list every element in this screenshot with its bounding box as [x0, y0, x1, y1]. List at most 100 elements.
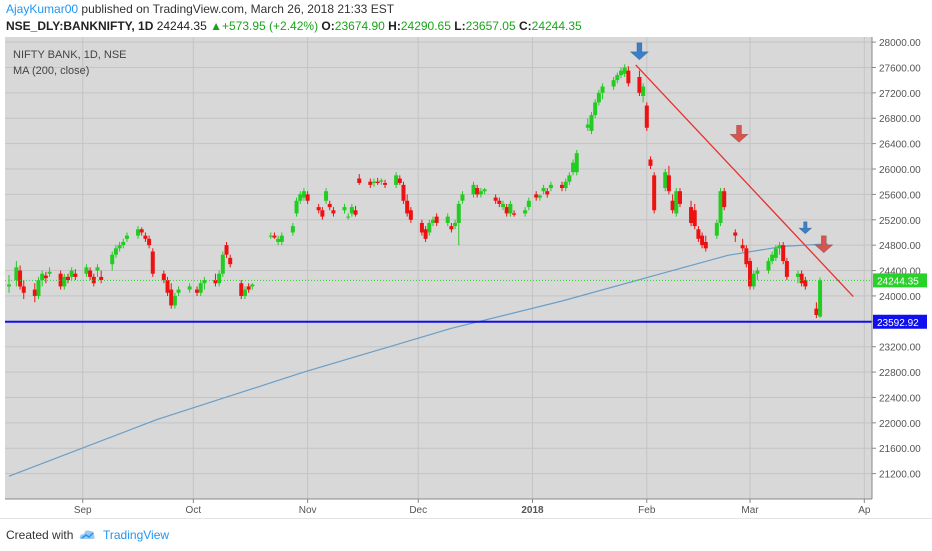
candle-body — [523, 210, 528, 214]
candle — [342, 203, 347, 214]
candle — [139, 227, 144, 236]
candle-body — [648, 159, 653, 166]
candle-body — [357, 178, 362, 183]
candle-body — [751, 273, 756, 287]
candle — [644, 102, 649, 131]
candle-body — [143, 235, 148, 239]
candle — [611, 76, 616, 90]
candle-body — [327, 203, 332, 208]
candle-body — [560, 184, 565, 189]
grid — [5, 37, 872, 499]
legend-title: NIFTY BANK, 1D, NSE — [13, 49, 127, 61]
candle — [722, 188, 727, 211]
candle-body — [449, 226, 454, 230]
candle-body — [596, 92, 601, 103]
candle-body — [663, 172, 668, 189]
candle-body — [290, 226, 295, 233]
candle — [748, 257, 753, 290]
candle — [14, 261, 19, 287]
candle-body — [574, 153, 579, 173]
moving-average-layer — [8, 243, 828, 477]
y-tick-label: 26400.00 — [879, 140, 921, 151]
candle-body — [777, 245, 782, 249]
candle-body — [641, 86, 646, 97]
candle — [217, 270, 222, 287]
candle — [316, 203, 321, 214]
candle — [324, 188, 329, 204]
candle-body — [622, 67, 627, 74]
close-value: 24244.35 — [531, 19, 582, 33]
candle — [121, 238, 126, 249]
candle — [777, 241, 782, 255]
arrow-down-blue-icon — [629, 42, 650, 61]
candle-body — [589, 115, 594, 131]
candle-body — [99, 276, 104, 281]
candle-body — [689, 207, 694, 223]
candle — [91, 273, 96, 287]
candle — [714, 219, 719, 239]
candle-body — [401, 184, 406, 201]
candle — [755, 267, 760, 281]
candle — [615, 72, 620, 84]
candle-body — [213, 280, 218, 284]
candle-body — [408, 210, 413, 220]
tradingview-link[interactable]: TradingView — [103, 528, 170, 542]
candle-body — [62, 276, 67, 287]
arrow-down-red-icon — [814, 235, 834, 254]
candle — [784, 257, 789, 281]
candle — [560, 181, 565, 192]
candle-body — [117, 245, 122, 249]
candle-body — [600, 86, 605, 93]
candle — [534, 191, 539, 201]
author-link[interactable]: AjayKumar00 — [6, 2, 79, 16]
candle-body — [276, 238, 281, 242]
candle — [692, 203, 697, 230]
candle-body — [198, 283, 203, 293]
candle — [545, 188, 550, 198]
candle-body — [375, 181, 380, 183]
candle-body — [545, 191, 550, 195]
candle-body — [419, 222, 424, 233]
x-tick-label: Ap — [858, 505, 871, 516]
candle — [110, 251, 115, 271]
candle — [652, 172, 657, 214]
candle — [548, 181, 553, 192]
candle-body — [394, 175, 399, 185]
candle-body — [397, 178, 402, 183]
candle-body — [714, 222, 719, 236]
candle-body — [405, 200, 410, 214]
candle — [143, 232, 148, 242]
candle-body — [423, 229, 428, 239]
candle-body — [305, 194, 310, 201]
high-label: H: — [388, 19, 401, 33]
candle — [169, 283, 174, 309]
candle — [618, 67, 623, 79]
candle-body — [43, 275, 48, 279]
candle — [493, 194, 498, 204]
candle-body — [187, 286, 192, 290]
candle-body — [379, 180, 384, 182]
candle-body — [493, 197, 498, 201]
open-label: O: — [321, 19, 335, 33]
candle-body — [239, 283, 244, 296]
publish-header: AjayKumar00 published on TradingView.com… — [0, 0, 932, 36]
candle — [740, 238, 745, 252]
open-value: 23674.90 — [334, 19, 385, 33]
candle-body — [781, 245, 786, 262]
y-tick-label: 27200.00 — [879, 89, 921, 100]
candle-body — [316, 207, 321, 211]
candle-body — [508, 203, 513, 214]
publish-info: AjayKumar00 published on TradingView.com… — [6, 2, 394, 16]
price-chart[interactable]: 21200.00 21600.00 22000.00 22400.00 22800.00… — [0, 0, 932, 518]
candle — [124, 232, 129, 242]
candle — [567, 172, 572, 185]
y-tick-label: 21200.00 — [879, 470, 921, 481]
candle — [430, 216, 435, 227]
candle — [21, 280, 26, 300]
trend-line — [635, 64, 854, 298]
candle-body — [677, 191, 682, 204]
candle — [596, 89, 601, 106]
candle — [113, 245, 118, 258]
candle-body — [110, 254, 115, 265]
candle-body — [615, 75, 620, 81]
